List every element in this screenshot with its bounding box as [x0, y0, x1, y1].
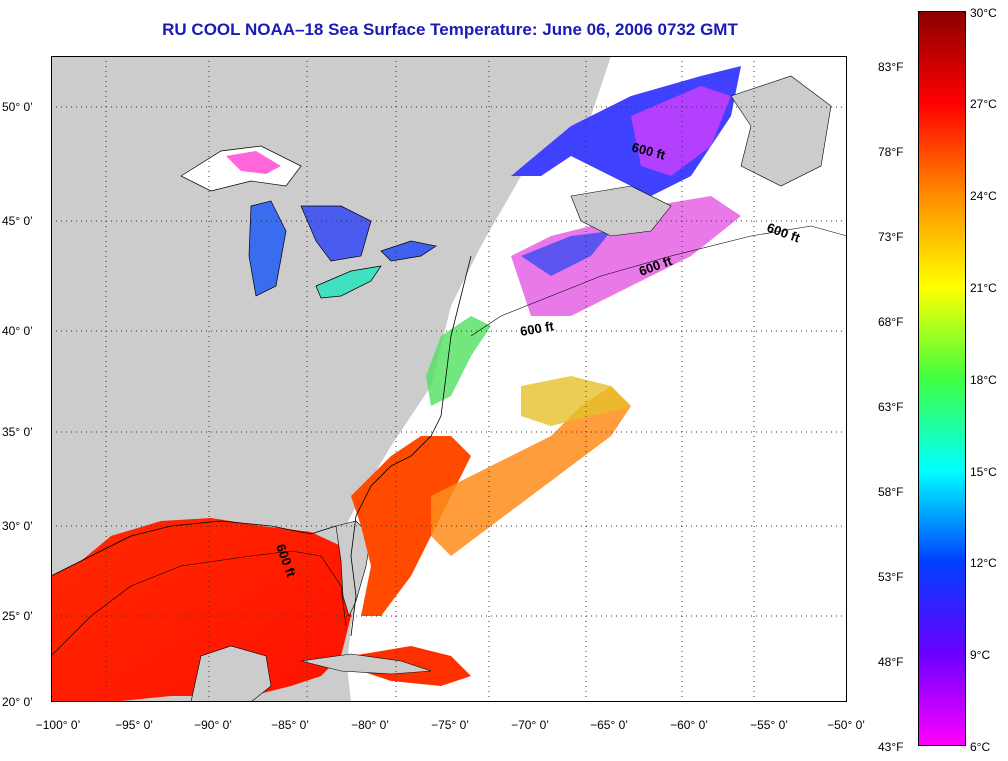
- colorbar-fahrenheit-label: 58°F: [878, 485, 904, 499]
- lake-superior-sst: [226, 151, 281, 174]
- longitude-label: −55° 0’: [750, 718, 788, 732]
- longitude-label: −80° 0’: [351, 718, 389, 732]
- latitude-label: 35° 0’: [2, 425, 33, 439]
- longitude-label: −90° 0’: [194, 718, 232, 732]
- colorbar-celsius-label: 6°C: [970, 740, 991, 754]
- latitude-label: 40° 0’: [2, 324, 33, 338]
- latitude-label: 25° 0’: [2, 609, 33, 623]
- isobath-contour-atlantic: [470, 225, 847, 337]
- colorbar-fahrenheit-label: 68°F: [878, 315, 904, 329]
- colorbar-celsius-label: 24°C: [970, 189, 997, 203]
- colorbar-celsius-label: 15°C: [970, 465, 997, 479]
- colorbar-fahrenheit-label: 83°F: [878, 60, 904, 74]
- yucatan-land: [190, 645, 272, 702]
- longitude-label: −50° 0’: [827, 718, 865, 732]
- gulf-of-mexico-sst: [51, 518, 351, 702]
- lake-erie: [315, 265, 382, 299]
- gulf-coastline: [51, 520, 337, 577]
- latitude-label: 30° 0’: [2, 519, 33, 533]
- scotian-shelf-blue: [521, 231, 611, 276]
- lake-ontario: [380, 240, 437, 262]
- offshore-yellow: [521, 376, 631, 426]
- longitude-label: −65° 0’: [590, 718, 628, 732]
- cuba-land: [300, 653, 432, 675]
- sst-map: 600 ft 600 ft 600 ft 600 ft 600 ft: [51, 56, 847, 702]
- newfoundland-land: [730, 75, 832, 187]
- colorbar-fahrenheit-label: 53°F: [878, 570, 904, 584]
- colorbar-fahrenheit-label: 48°F: [878, 655, 904, 669]
- temperature-colorbar: [918, 11, 966, 746]
- gulf-stream-orange: [431, 386, 631, 556]
- longitude-label: −85° 0’: [271, 718, 309, 732]
- longitude-label: −75° 0’: [431, 718, 469, 732]
- latitude-label: 20° 0’: [2, 695, 33, 709]
- mid-atlantic-shelf: [426, 316, 491, 406]
- gulf-of-maine-sst: [511, 196, 741, 316]
- longitude-label: −70° 0’: [511, 718, 549, 732]
- sst-map-canvas: 600 ft 600 ft 600 ft 600 ft 600 ft: [51, 56, 847, 702]
- colorbar-fahrenheit-label: 63°F: [878, 400, 904, 414]
- colorbar-celsius-label: 27°C: [970, 97, 997, 111]
- longitude-label: −95° 0’: [115, 718, 153, 732]
- longitude-label: −60° 0’: [670, 718, 708, 732]
- colorbar-celsius-label: 30°C: [970, 6, 997, 20]
- isobath-contour: [51, 550, 347, 657]
- map-title: RU COOL NOAA–18 Sea Surface Temperature:…: [162, 20, 738, 39]
- colorbar-celsius-label: 9°C: [970, 648, 991, 662]
- latitude-label: 50° 0’: [2, 100, 33, 114]
- colorbar-celsius-label: 18°C: [970, 373, 997, 387]
- colorbar-fahrenheit-label: 73°F: [878, 230, 904, 244]
- colorbar-fahrenheit-label: 78°F: [878, 145, 904, 159]
- isobath-label: 600 ft: [519, 318, 556, 339]
- lake-huron: [300, 205, 372, 262]
- colorbar-fahrenheit-label: 43°F: [878, 740, 904, 754]
- longitude-label: −100° 0’: [35, 718, 81, 732]
- latitude-label: 45° 0’: [2, 214, 33, 228]
- colorbar-celsius-label: 12°C: [970, 556, 997, 570]
- east-coastline: [350, 255, 472, 637]
- colorbar-celsius-label: 21°C: [970, 281, 997, 295]
- lake-michigan: [248, 200, 287, 297]
- st-lawrence-magenta: [631, 86, 731, 176]
